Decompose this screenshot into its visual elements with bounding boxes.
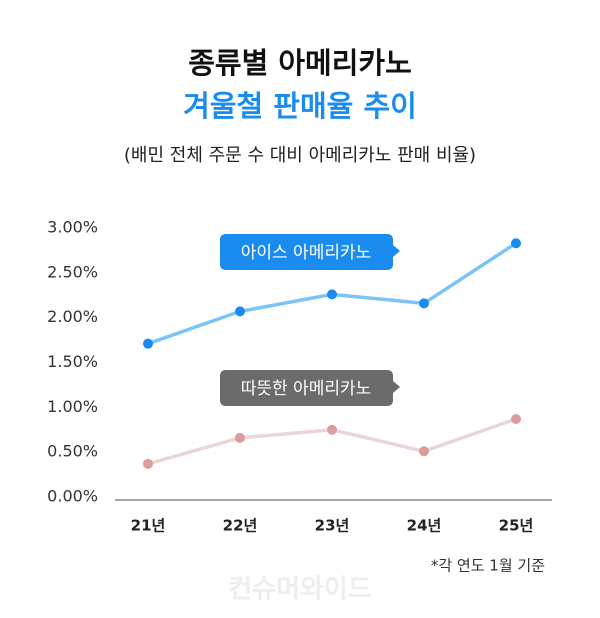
data-point	[235, 306, 245, 317]
y-tick-label: 0.00%	[47, 487, 98, 506]
data-point	[143, 458, 153, 469]
y-tick-label: 1.50%	[47, 352, 98, 371]
y-tick-label: 0.50%	[47, 442, 98, 461]
data-point	[419, 298, 429, 309]
data-point	[511, 238, 521, 249]
watermark: 컨슈머와이드	[228, 575, 372, 605]
data-point	[327, 289, 337, 300]
x-tick-label: 24년	[407, 517, 442, 535]
data-point	[419, 446, 429, 457]
footnote: *각 연도 1월 기준	[431, 557, 545, 575]
data-point	[511, 413, 521, 424]
x-tick-label: 21년	[131, 517, 166, 535]
chart-subtitle: 겨울철 판매율 추이	[183, 89, 417, 123]
legend-label: 아이스 아메리카노	[241, 243, 372, 263]
y-tick-label: 3.00%	[47, 218, 98, 237]
data-point	[327, 424, 337, 435]
x-tick-label: 25년	[499, 517, 534, 535]
x-tick-label: 22년	[223, 517, 258, 535]
y-tick-label: 1.00%	[47, 397, 98, 416]
y-tick-label: 2.50%	[47, 262, 98, 281]
chart-title: 종류별 아메리카노	[188, 46, 412, 80]
legend-box	[220, 234, 400, 270]
data-point	[143, 338, 153, 349]
x-tick-label: 23년	[315, 517, 350, 535]
legend-box	[220, 370, 400, 406]
chart-description: (배민 전체 주문 수 대비 아메리카노 판매 비율)	[124, 145, 476, 166]
data-point	[235, 432, 245, 443]
y-tick-label: 2.00%	[47, 307, 98, 326]
legend-label: 따뜻한 아메리카노	[241, 379, 372, 399]
